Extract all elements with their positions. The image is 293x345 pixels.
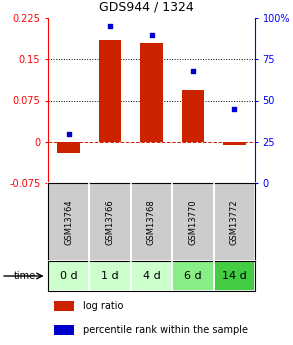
Text: 6 d: 6 d [184,271,202,281]
Bar [54,301,74,311]
Text: 14 d: 14 d [222,271,247,281]
Bar [223,142,246,145]
Bar [89,183,131,261]
Text: 0 d: 0 d [60,271,78,281]
Text: GSM13772: GSM13772 [230,199,239,245]
Text: time: time [14,271,36,281]
Text: 4 d: 4 d [143,271,160,281]
Bar [182,89,204,142]
Point [66,131,71,136]
Point [232,106,237,111]
Text: GSM13766: GSM13766 [105,199,115,245]
Bar [172,261,214,291]
Bar [131,261,172,291]
Point [149,32,154,37]
Bar [140,43,163,142]
Text: GDS944 / 1324: GDS944 / 1324 [99,1,194,14]
Bar [57,142,80,153]
Bar [89,261,131,291]
Bar [54,325,74,335]
Text: GSM13768: GSM13768 [147,199,156,245]
Bar [214,261,255,291]
Point [190,68,195,73]
Bar [48,183,89,261]
Bar [214,183,255,261]
Text: GSM13770: GSM13770 [188,199,197,245]
Point [108,23,113,29]
Bar [131,183,172,261]
Text: GSM13764: GSM13764 [64,199,73,245]
Bar [99,40,122,142]
Bar [172,183,214,261]
Text: percentile rank within the sample: percentile rank within the sample [83,325,248,335]
Text: 1 d: 1 d [101,271,119,281]
Text: log ratio: log ratio [83,301,124,311]
Bar [48,261,89,291]
